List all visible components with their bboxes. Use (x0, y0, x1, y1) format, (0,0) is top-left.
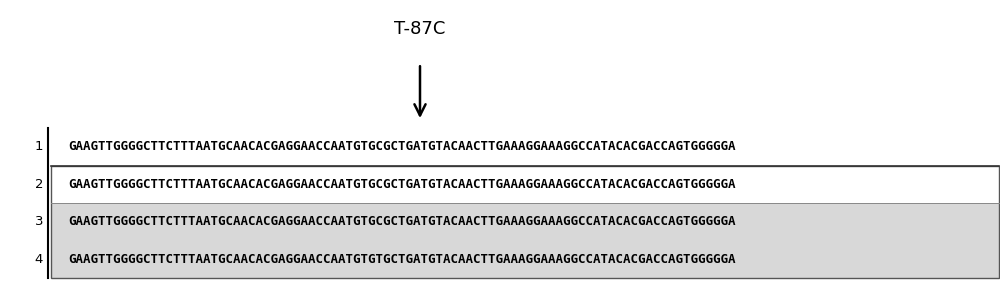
Text: 1: 1 (34, 140, 43, 154)
Text: 2: 2 (34, 178, 43, 191)
Bar (51, 240, 999, 278)
Text: 3: 3 (34, 215, 43, 228)
Text: 4: 4 (35, 253, 43, 266)
Text: GAAGTTGGGGCTTCTTTAATGCAACACGAGGAACCAATGTGCGCTGATGTACAACTTGAAAGGAAAGGCCATACACGACC: GAAGTTGGGGCTTCTTTAATGCAACACGAGGAACCAATGT… (68, 140, 736, 154)
Text: GAAGTTGGGGCTTCTTTAATGCAACACGAGGAACCAATGTGCGCTGATGTACAACTTGAAAGGAAAGGCCATACACGACC: GAAGTTGGGGCTTCTTTAATGCAACACGAGGAACCAATGT… (68, 178, 736, 191)
Bar (51, 166, 999, 278)
Bar (51, 128, 999, 166)
Text: GAAGTTGGGGCTTCTTTAATGCAACACGAGGAACCAATGTGTGCTGATGTACAACTTGAAAGGAAAGGCCATACACGACC: GAAGTTGGGGCTTCTTTAATGCAACACGAGGAACCAATGT… (68, 253, 736, 266)
Text: T-87C: T-87C (394, 20, 446, 38)
Text: GAAGTTGGGGCTTCTTTAATGCAACACGAGGAACCAATGTGCGCTGATGTACAACTTGAAAGGAAAGGCCATACACGACC: GAAGTTGGGGCTTCTTTAATGCAACACGAGGAACCAATGT… (68, 215, 736, 228)
Bar (51, 166, 999, 203)
Bar (51, 203, 999, 240)
